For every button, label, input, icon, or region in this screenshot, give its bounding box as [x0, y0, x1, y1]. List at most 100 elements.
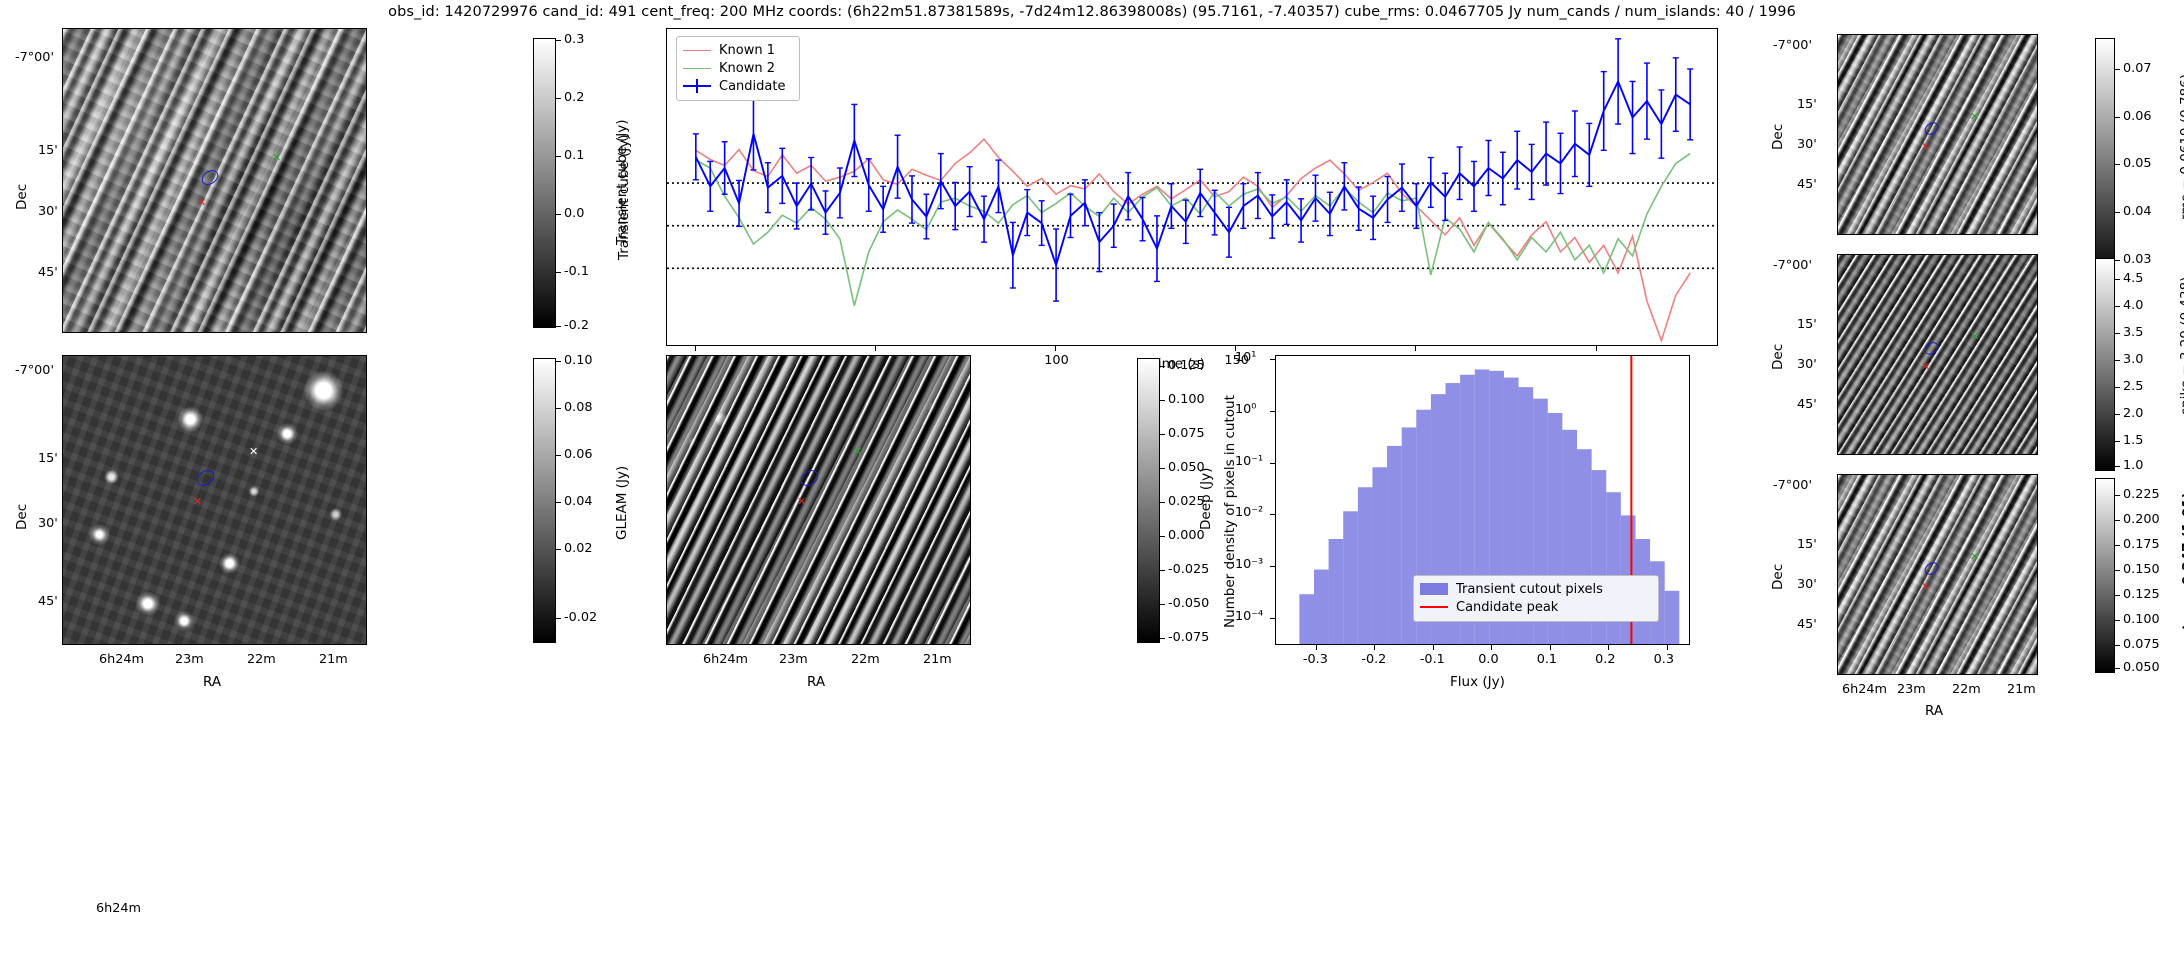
histogram-xtick-label: 0.3 — [1653, 652, 1674, 667]
lightcurve-xlabel: Time (s) — [1150, 356, 1205, 372]
ra-axis-label-right: RA — [1925, 703, 1944, 719]
lightcurve-xtick — [1415, 346, 1417, 351]
cb-rms-tick-1: 0.06 — [2123, 109, 2152, 124]
dec-tick-0: -7°00' — [15, 50, 54, 65]
cb-gleam-tick-3: 0.04 — [564, 494, 593, 509]
colorbar-spike — [2095, 258, 2115, 471]
tcg-marker-known-2: ✕ — [1970, 550, 1980, 563]
histogram-ytick-label: 10⁻⁴ — [1235, 608, 1264, 624]
dec-axis-label-tcg: Dec — [1770, 563, 1786, 590]
histogram-xtick — [1432, 645, 1434, 650]
histogram-xtick — [1666, 645, 1668, 650]
cb-deep-tick-4: 0.025 — [1168, 494, 1205, 509]
spike-marker-known-2: ✕ — [1970, 330, 1980, 343]
cb-spike-tick-5: 2.0 — [2123, 406, 2144, 421]
cb-tc-tick-1: 0.2 — [564, 90, 585, 105]
cb-spike-tick-7: 1.0 — [2123, 458, 2144, 473]
histogram-legend: Transient cutout pixels Candidate peak — [1413, 575, 1659, 622]
marker-known-1: ✕ — [197, 196, 207, 209]
legend-label-candidate: Candidate — [719, 78, 786, 94]
panel-tcg-map[interactable]: ✕ ✕ — [1837, 474, 2038, 675]
cb-deep-tick-2: 0.075 — [1168, 426, 1205, 441]
gleam-marker-known-2: ✕ — [249, 445, 259, 458]
legend-line-known-2 — [683, 67, 711, 69]
rms-dec-tick-3: 45' — [1797, 177, 1817, 192]
cb-tcg-tick-1: 0.200 — [2123, 512, 2160, 527]
dec-tick-3: 45' — [38, 265, 58, 280]
cb-tcg-tick-4: 0.125 — [2123, 587, 2160, 602]
lightcurve-ylabel: Transient cube (Jy) — [616, 134, 632, 260]
histogram-xtick — [1315, 645, 1317, 650]
histogram-ytick — [1270, 359, 1275, 361]
panel-spike-map[interactable]: ✕ ✕ — [1837, 254, 2038, 455]
rms-marker-known-2: ✕ — [1970, 110, 1980, 123]
legend-errorbar-candidate — [683, 79, 711, 93]
gleam-dec-tick-0: -7°00' — [15, 363, 54, 378]
legend-label-known-1: Known 1 — [719, 42, 775, 58]
dec-tick-2: 30' — [38, 204, 58, 219]
deep-marker-known-2: ✕ — [853, 445, 863, 458]
legend-label-candidate-peak: Candidate peak — [1456, 599, 1559, 615]
legend-item-known-1: Known 1 — [683, 41, 791, 59]
panel-lightcurve[interactable] — [666, 28, 1718, 346]
dec-axis-label-rms: Dec — [1770, 123, 1786, 150]
colorbar-label-gleam: GLEAM (Jy) — [614, 465, 630, 540]
histogram-xtick-label: 0.1 — [1536, 652, 1558, 667]
cb-tc-tick-0: 0.3 — [564, 32, 585, 47]
histogram-xtick — [1374, 645, 1376, 650]
deep-ra-tick-1: 23m — [779, 652, 808, 667]
colorbar-tcg — [2095, 478, 2115, 673]
legend-label-known-2: Known 2 — [719, 60, 775, 76]
gleam-dec-tick-2: 30' — [38, 516, 58, 531]
rms-marker-known-1: ✕ — [1921, 140, 1931, 153]
cb-tcg-tick-2: 0.175 — [2123, 537, 2160, 552]
spike-dec-tick-3: 45' — [1797, 397, 1817, 412]
colorbar-label-rms: rms = 0.0619 (0.786) — [2178, 73, 2184, 220]
histogram-xtick-label: -0.3 — [1302, 652, 1328, 667]
legend-line-candidate-peak — [1420, 606, 1448, 608]
cb-tcg-tick-5: 0.100 — [2123, 612, 2160, 627]
transient-cube-sky-image — [63, 29, 366, 332]
cb-gleam-tick-2: 0.06 — [564, 447, 593, 462]
legend-swatch-cutout-pixels — [1420, 583, 1448, 595]
deep-ra-tick-3: 21m — [923, 652, 952, 667]
histogram-ytick — [1270, 566, 1275, 568]
panel-deep[interactable]: ✕ ✕ — [666, 355, 971, 645]
cb-deep-tick-1: 0.100 — [1168, 392, 1205, 407]
histogram-xtick — [1549, 645, 1551, 650]
gleam-ra-tick-1: 23m — [175, 652, 204, 667]
cb-spike-tick-1: 4.0 — [2123, 298, 2144, 313]
lightcurve-xtick — [694, 346, 696, 351]
deep-sky-image — [667, 356, 970, 644]
dec-axis-label-spike: Dec — [1770, 343, 1786, 370]
panel-transient-cube[interactable]: ✕ ✕ — [62, 28, 367, 333]
rms-dec-tick-0: -7°00' — [1773, 38, 1812, 53]
colorbar-label-spike: spike = 3.29 (0.438) — [2178, 276, 2184, 415]
histogram-ytick-label: 10⁻³ — [1235, 557, 1264, 573]
cb-tc-tick-3: 0.0 — [564, 206, 585, 221]
histogram-ytick-label: 10⁻¹ — [1235, 453, 1264, 469]
histogram-ytick — [1270, 617, 1275, 619]
cb-spike-tick-0: 4.5 — [2123, 271, 2144, 286]
gleam-ra-tick-0: 6h24m — [99, 652, 145, 667]
histogram-ytick-label: 10⁻² — [1235, 505, 1264, 521]
rms-ra-tick-0: 6h24m — [1842, 682, 1888, 697]
cb-deep-tick-8: -0.075 — [1168, 630, 1210, 645]
tcg-dec-tick-1: 15' — [1797, 537, 1817, 552]
histogram-xtick-label: 0.0 — [1478, 652, 1499, 667]
gleam-ra-tick-2: 22m — [247, 652, 276, 667]
tcg-marker-known-1: ✕ — [1921, 580, 1931, 593]
legend-item-known-2: Known 2 — [683, 59, 791, 77]
cb-gleam-tick-0: 0.10 — [564, 353, 593, 368]
cb-gleam-tick-1: 0.08 — [564, 400, 593, 415]
rms-ra-tick-2: 22m — [1952, 682, 1981, 697]
colorbar-gleam — [533, 358, 556, 643]
colorbar-rms — [2095, 38, 2115, 281]
dec-axis-label-gleam: Dec — [14, 503, 30, 530]
deep-ra-tick-2: 22m — [851, 652, 880, 667]
panel-rms-map[interactable]: ✕ ✕ — [1837, 34, 2038, 235]
spike-marker-known-1: ✕ — [1921, 360, 1931, 373]
panel-gleam[interactable]: ✕ ✕ — [62, 355, 367, 645]
histogram-xtick — [1491, 645, 1493, 650]
lightcurve-xtick-label: 100 — [1044, 353, 1069, 368]
